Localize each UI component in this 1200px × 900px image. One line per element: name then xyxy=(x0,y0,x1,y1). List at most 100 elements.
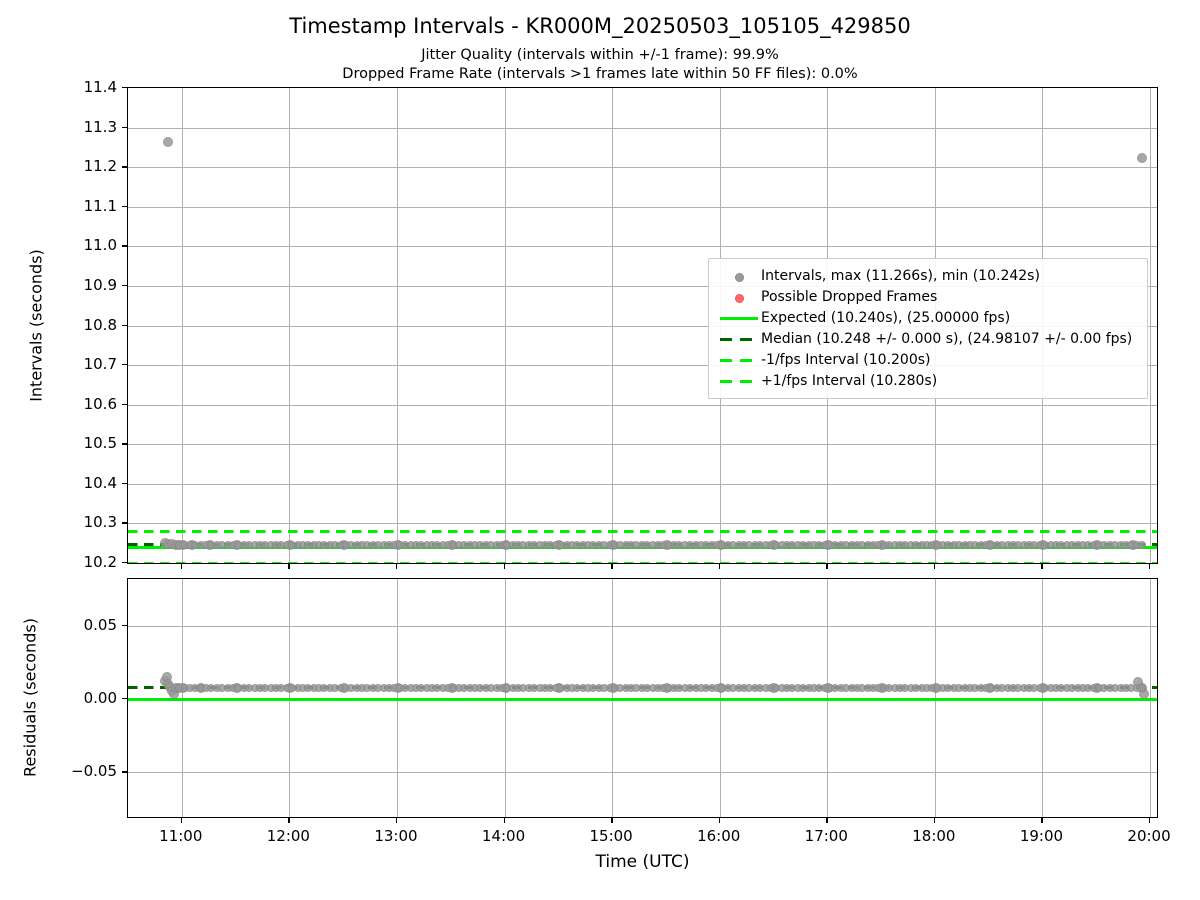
gridline-horizontal xyxy=(128,206,1157,208)
legend-item-label: Median (10.248 +/- 0.000 s), (24.98107 +… xyxy=(761,330,1133,347)
residuals-y-axis-label: Residuals (seconds) xyxy=(20,618,40,777)
legend-item-label: +1/fps Interval (10.280s) xyxy=(761,372,938,389)
tick-mark-x xyxy=(1041,564,1043,569)
tick-mark-y xyxy=(122,562,127,564)
y-tick-label: 10.9 xyxy=(83,275,117,294)
legend-item[interactable]: Expected (10.240s), (25.00000 fps) xyxy=(717,307,1139,328)
legend-item[interactable]: -1/fps Interval (10.200s) xyxy=(717,349,1139,370)
tick-mark-y xyxy=(122,284,127,287)
legend-line-swatch xyxy=(720,316,758,320)
tick-mark-y xyxy=(122,166,127,168)
data-point xyxy=(163,137,174,148)
data-point xyxy=(1138,684,1147,693)
tick-mark-y xyxy=(122,522,127,524)
tick-mark-x xyxy=(826,564,828,569)
tick-mark-x xyxy=(826,818,828,823)
legend-marker-line xyxy=(717,372,761,390)
tick-mark-x xyxy=(288,818,290,823)
tick-mark-x xyxy=(1149,564,1151,569)
legend-marker-line xyxy=(717,309,761,327)
tick-mark-x xyxy=(933,818,936,823)
tick-mark-y xyxy=(122,364,127,366)
legend-item[interactable]: Median (10.248 +/- 0.000 s), (24.98107 +… xyxy=(717,328,1139,349)
y-tick-label: 11.1 xyxy=(83,196,117,215)
legend-item[interactable]: Intervals, max (11.266s), min (10.242s) xyxy=(717,265,1139,286)
x-tick-label: 18:00 xyxy=(912,827,956,845)
x-tick-label: 12:00 xyxy=(266,827,310,845)
y-tick-label: 10.8 xyxy=(83,315,117,334)
y-tick-label: 11.2 xyxy=(83,157,117,176)
tick-mark-x xyxy=(288,564,290,569)
x-tick-label: 13:00 xyxy=(374,827,418,845)
tick-mark-y xyxy=(122,443,127,445)
legend-item[interactable]: +1/fps Interval (10.280s) xyxy=(717,370,1139,391)
interval-point-icon xyxy=(735,272,744,282)
tick-mark-y xyxy=(122,403,127,406)
x-tick-label: 19:00 xyxy=(1019,827,1064,845)
gridline-horizontal xyxy=(128,523,1157,525)
chart-legend[interactable]: Intervals, max (11.266s), min (10.242s) P… xyxy=(708,258,1148,399)
tick-mark-x xyxy=(395,564,398,569)
legend-marker-line xyxy=(717,330,761,348)
y-tick-label: −0.05 xyxy=(71,762,117,781)
tick-mark-x xyxy=(395,818,398,823)
intervals-y-axis-label: Intervals (seconds) xyxy=(26,248,46,402)
tick-mark-x xyxy=(180,818,183,823)
gridline-horizontal xyxy=(128,772,1157,774)
legend-item-label: Expected (10.240s), (25.00000 fps) xyxy=(761,309,1011,326)
tick-mark-y xyxy=(122,771,127,773)
tick-mark-y xyxy=(122,87,127,89)
y-tick-label: 10.5 xyxy=(83,434,117,453)
y-tick-label: 11.4 xyxy=(83,78,117,96)
legend-marker-line xyxy=(717,351,761,369)
gridline-horizontal xyxy=(128,167,1157,169)
legend-line-swatch xyxy=(720,358,758,362)
tick-mark-y xyxy=(122,624,127,627)
x-tick-label: 20:00 xyxy=(1127,827,1171,845)
legend-item[interactable]: Possible Dropped Frames xyxy=(717,286,1139,307)
gridline-horizontal xyxy=(128,483,1157,485)
y-tick-label: 0.05 xyxy=(83,615,117,634)
x-axis-label: Time (UTC) xyxy=(595,852,690,872)
gridline-horizontal xyxy=(128,246,1157,248)
gridline-horizontal xyxy=(128,365,1157,367)
reference-line-1-fps-interval xyxy=(128,561,1157,563)
y-tick-label: 11.0 xyxy=(83,236,117,255)
tick-mark-x xyxy=(718,564,721,569)
x-tick-label: 14:00 xyxy=(481,827,526,845)
legend-line-swatch xyxy=(720,379,758,383)
tick-mark-x xyxy=(503,818,505,823)
x-tick-label: 15:00 xyxy=(589,827,633,845)
x-tick-label: 17:00 xyxy=(804,827,848,845)
tick-mark-y xyxy=(122,324,127,326)
gridline-horizontal xyxy=(128,625,1157,627)
y-tick-label: 10.2 xyxy=(83,553,117,572)
legend-marker-dropped-dot xyxy=(717,288,761,306)
gridline-horizontal xyxy=(128,285,1157,287)
tick-mark-x xyxy=(503,564,505,569)
residuals-plot-area xyxy=(127,578,1158,818)
y-tick-label: 11.3 xyxy=(83,117,117,136)
jitter-quality-subtitle: Jitter Quality (intervals within +/-1 fr… xyxy=(421,47,779,63)
tick-mark-y xyxy=(122,126,127,128)
legend-item-label: -1/fps Interval (10.200s) xyxy=(761,351,931,368)
data-point xyxy=(1137,153,1148,164)
x-tick-label: 11:00 xyxy=(159,827,203,845)
y-tick-label: 10.6 xyxy=(83,394,117,413)
y-tick-label: 10.7 xyxy=(83,355,117,374)
tick-mark-y xyxy=(122,698,127,700)
tick-mark-y xyxy=(122,482,127,485)
tick-mark-x xyxy=(933,564,936,569)
tick-mark-y xyxy=(122,205,127,208)
dropped-frame-point-icon xyxy=(735,293,744,303)
legend-item-label: Intervals, max (11.266s), min (10.242s) xyxy=(761,267,1040,284)
tick-mark-x xyxy=(611,818,613,823)
data-point xyxy=(1138,541,1147,550)
reference-line-1-fps-interval xyxy=(128,529,1157,533)
y-tick-label: 10.3 xyxy=(83,513,117,532)
gridline-horizontal xyxy=(128,404,1157,406)
gridline-horizontal xyxy=(128,563,1157,564)
legend-marker-interval-dot xyxy=(717,267,761,285)
page-title: Timestamp Intervals - KR000M_20250503_10… xyxy=(289,14,911,38)
